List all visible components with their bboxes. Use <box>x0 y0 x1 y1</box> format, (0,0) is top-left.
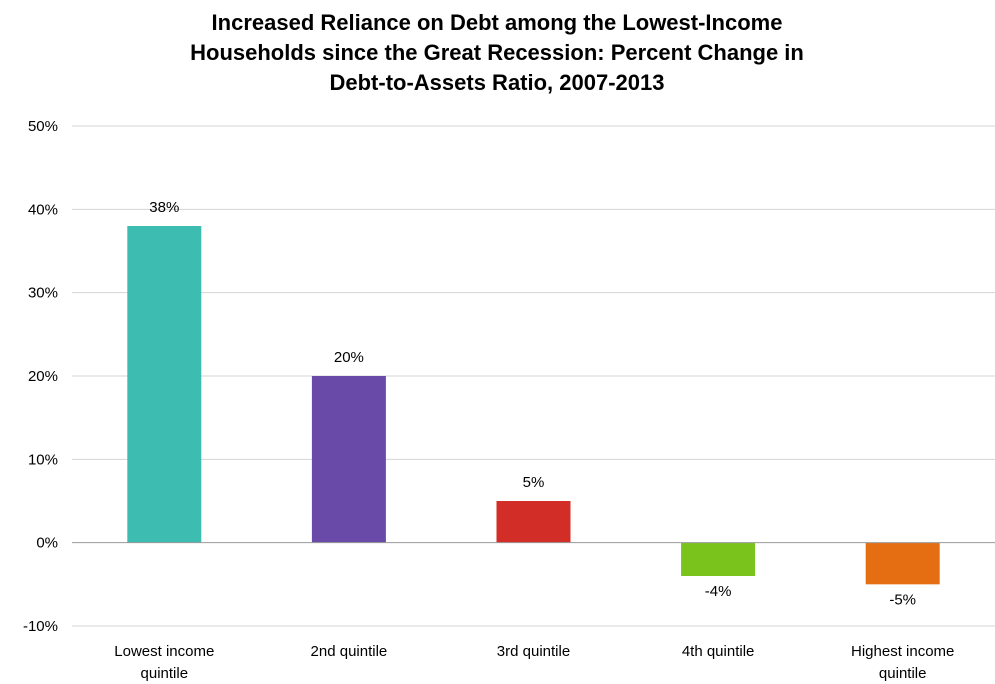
chart-title-line-3: Debt-to-Assets Ratio, 2007-2013 <box>329 70 664 95</box>
category-label: 3rd quintile <box>497 643 570 660</box>
data-labels: 38% 20% 5% -4% -5% <box>149 199 916 608</box>
bar <box>311 376 386 543</box>
chart-title: Increased Reliance on Debt among the Low… <box>190 10 804 95</box>
category-label: Lowest income <box>114 643 214 660</box>
category-label: 4th quintile <box>682 643 755 660</box>
data-label: 38% <box>149 199 179 216</box>
y-tick-label: 40% <box>28 201 58 218</box>
bars <box>127 226 940 585</box>
data-label: -5% <box>889 591 916 608</box>
category-label: quintile <box>141 665 189 682</box>
y-tick-label: 0% <box>36 535 58 552</box>
category-label: quintile <box>879 665 927 682</box>
y-tick-label: 10% <box>28 451 58 468</box>
data-label: -4% <box>705 583 732 600</box>
bar <box>127 226 202 543</box>
bar <box>496 501 571 543</box>
gridlines <box>72 125 995 627</box>
data-label: 5% <box>523 474 545 491</box>
category-label: 2nd quintile <box>311 643 388 660</box>
chart-title-line-1: Increased Reliance on Debt among the Low… <box>212 10 783 35</box>
y-tick-label: 50% <box>28 118 58 135</box>
y-tick-label: 20% <box>28 368 58 385</box>
category-label: Highest income <box>851 643 954 660</box>
bar <box>865 542 940 585</box>
y-tick-label: -10% <box>23 618 58 635</box>
chart-title-line-2: Households since the Great Recession: Pe… <box>190 40 804 65</box>
y-axis-tick-labels: 50% 40% 30% 20% 10% 0% -10% <box>23 118 58 635</box>
y-tick-label: 30% <box>28 285 58 302</box>
data-label: 20% <box>334 349 364 366</box>
x-axis-category-labels: Lowest income quintile 2nd quintile 3rd qui… <box>114 643 954 682</box>
bar <box>681 542 756 576</box>
